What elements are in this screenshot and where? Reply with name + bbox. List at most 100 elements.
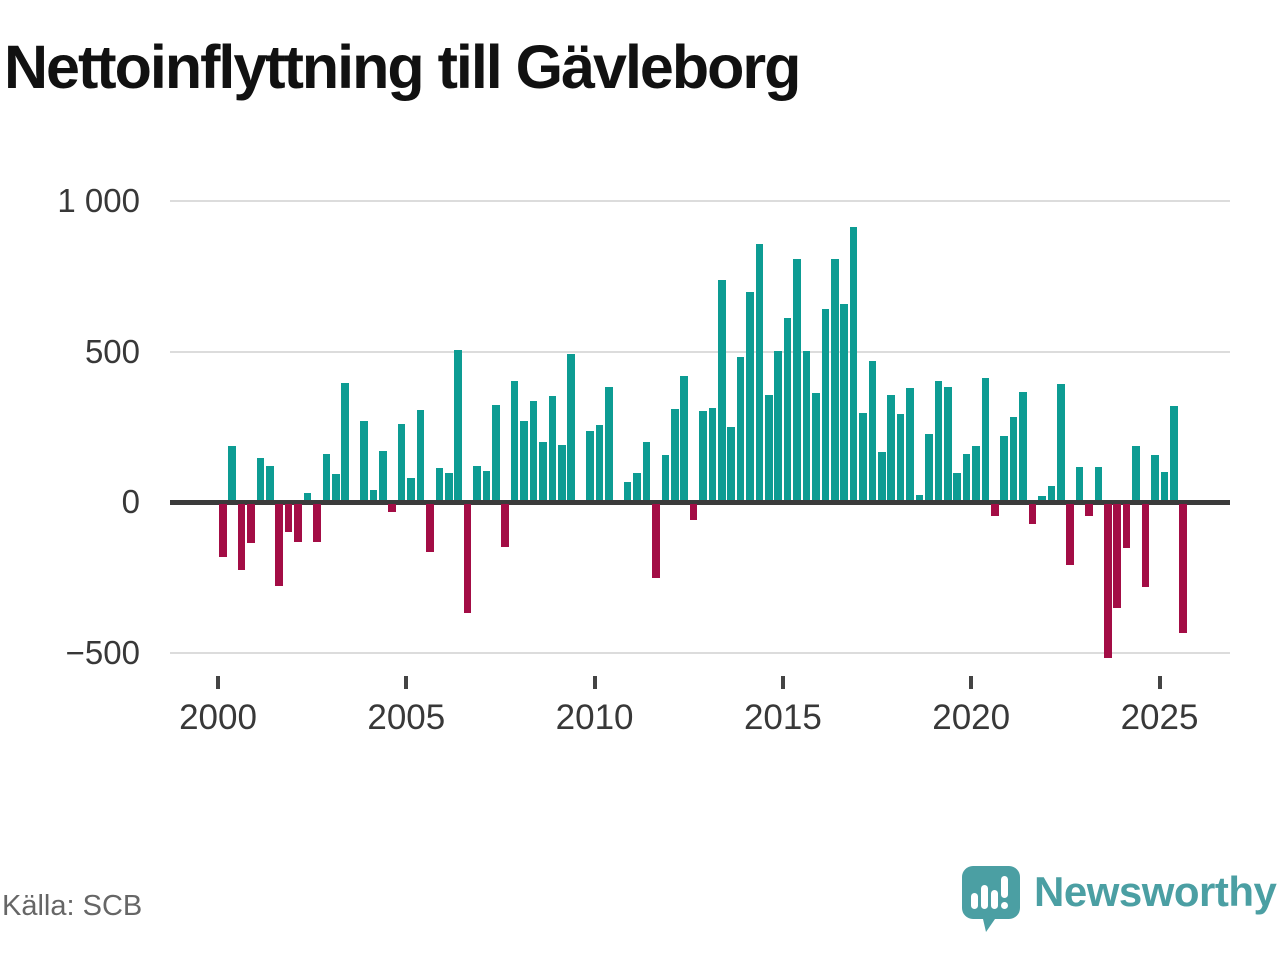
bar-q0 bbox=[219, 504, 227, 558]
x-axis-tick bbox=[216, 676, 220, 689]
chart-title: Nettoinflyttning till Gävleborg bbox=[4, 33, 801, 101]
gridline-1000 bbox=[170, 200, 1230, 202]
bar-q92 bbox=[1085, 504, 1093, 517]
bar-q71 bbox=[887, 394, 896, 500]
bar-q72 bbox=[896, 413, 905, 500]
bar-q24 bbox=[444, 472, 453, 500]
bar-q57 bbox=[755, 244, 764, 500]
bar-q46 bbox=[652, 504, 660, 578]
bar-q56 bbox=[746, 291, 754, 500]
bar-q59 bbox=[774, 350, 783, 500]
gridline--500 bbox=[170, 651, 1230, 654]
bar-q35 bbox=[548, 396, 557, 500]
bar-q43 bbox=[623, 481, 632, 500]
bar-q93 bbox=[1094, 467, 1103, 500]
bar-q74 bbox=[915, 495, 924, 500]
bar-q34 bbox=[539, 441, 547, 500]
x-axis-tick bbox=[969, 676, 974, 689]
bar-q36 bbox=[557, 444, 566, 500]
newsworthy-logo: Newsworthy bbox=[960, 864, 1277, 934]
bar-q99 bbox=[1151, 455, 1159, 500]
bar-q29 bbox=[492, 404, 500, 500]
bar-q52 bbox=[708, 408, 717, 500]
y-axis-label: −500 bbox=[65, 633, 140, 671]
bar-q13 bbox=[341, 382, 349, 500]
y-axis-label: 500 bbox=[84, 332, 140, 370]
newsworthy-wordmark: Newsworthy bbox=[1034, 868, 1277, 915]
bar-q79 bbox=[962, 453, 971, 500]
gridline-500 bbox=[170, 350, 1230, 353]
bar-q11 bbox=[322, 454, 331, 500]
bar-q7 bbox=[284, 504, 293, 533]
bar-q10 bbox=[313, 504, 321, 542]
x-axis-label: 2005 bbox=[367, 698, 446, 737]
bar-q47 bbox=[661, 454, 670, 500]
x-axis-label: 2010 bbox=[555, 698, 634, 737]
bar-q19 bbox=[397, 424, 406, 500]
bar-q70 bbox=[878, 451, 886, 500]
bar-q69 bbox=[868, 361, 877, 500]
bar-q8 bbox=[294, 504, 302, 542]
bar-q62 bbox=[802, 351, 811, 500]
x-axis-tick bbox=[592, 676, 597, 689]
bar-q50 bbox=[689, 504, 698, 520]
bar-q28 bbox=[482, 470, 491, 500]
bar-q20 bbox=[407, 478, 415, 500]
bar-q53 bbox=[717, 280, 726, 500]
x-axis-label: 2015 bbox=[743, 698, 822, 737]
bar-q65 bbox=[830, 259, 839, 500]
bar-q32 bbox=[520, 421, 528, 500]
bar-q66 bbox=[840, 303, 848, 500]
bar-q1 bbox=[228, 445, 236, 500]
bar-q37 bbox=[567, 354, 575, 500]
bar-q89 bbox=[1056, 384, 1065, 500]
bar-q86 bbox=[1028, 504, 1037, 524]
bar-q23 bbox=[435, 468, 444, 500]
bar-q30 bbox=[501, 504, 510, 548]
x-axis-tick bbox=[1157, 676, 1162, 689]
bar-q5 bbox=[266, 465, 274, 500]
bar-q6 bbox=[275, 504, 284, 587]
bar-q87 bbox=[1038, 496, 1046, 500]
x-axis-label: 2025 bbox=[1120, 698, 1199, 737]
bar-q75 bbox=[925, 433, 933, 500]
bar-q39 bbox=[586, 431, 594, 500]
bar-q78 bbox=[953, 473, 961, 500]
x-axis-label: 2020 bbox=[932, 698, 1011, 737]
bar-q21 bbox=[416, 409, 425, 500]
bar-q100 bbox=[1160, 472, 1169, 500]
bar-q85 bbox=[1019, 391, 1027, 500]
bar-q83 bbox=[1000, 436, 1009, 500]
bar-q82 bbox=[991, 504, 999, 516]
bar-q2 bbox=[237, 504, 246, 570]
bar-q98 bbox=[1141, 504, 1150, 588]
bar-q4 bbox=[256, 457, 265, 500]
bar-q67 bbox=[849, 226, 858, 500]
zero-axis-line bbox=[170, 499, 1230, 505]
bar-q22 bbox=[426, 504, 434, 553]
bar-q45 bbox=[642, 442, 651, 500]
bar-q55 bbox=[736, 357, 745, 500]
bar-q101 bbox=[1169, 406, 1178, 500]
bar-q91 bbox=[1075, 467, 1084, 500]
bar-q95 bbox=[1113, 504, 1122, 608]
y-axis-label: 0 bbox=[121, 483, 140, 520]
bar-q15 bbox=[360, 421, 368, 500]
bar-q9 bbox=[303, 493, 312, 500]
y-axis-label: 1 000 bbox=[57, 182, 140, 219]
bar-q84 bbox=[1009, 416, 1018, 500]
bar-q60 bbox=[783, 318, 792, 500]
bar-q81 bbox=[981, 378, 990, 500]
bar-q102 bbox=[1179, 504, 1187, 634]
bar-q73 bbox=[906, 388, 914, 500]
bar-q18 bbox=[388, 504, 397, 513]
bar-q96 bbox=[1122, 504, 1131, 548]
bar-q80 bbox=[972, 445, 980, 500]
x-axis-tick bbox=[404, 676, 409, 689]
bar-q48 bbox=[670, 409, 679, 500]
newsworthy-speech-bubble-barchart-icon bbox=[962, 866, 1020, 932]
x-axis-tick bbox=[780, 676, 785, 689]
bar-q51 bbox=[699, 410, 707, 500]
bar-q61 bbox=[793, 259, 801, 500]
